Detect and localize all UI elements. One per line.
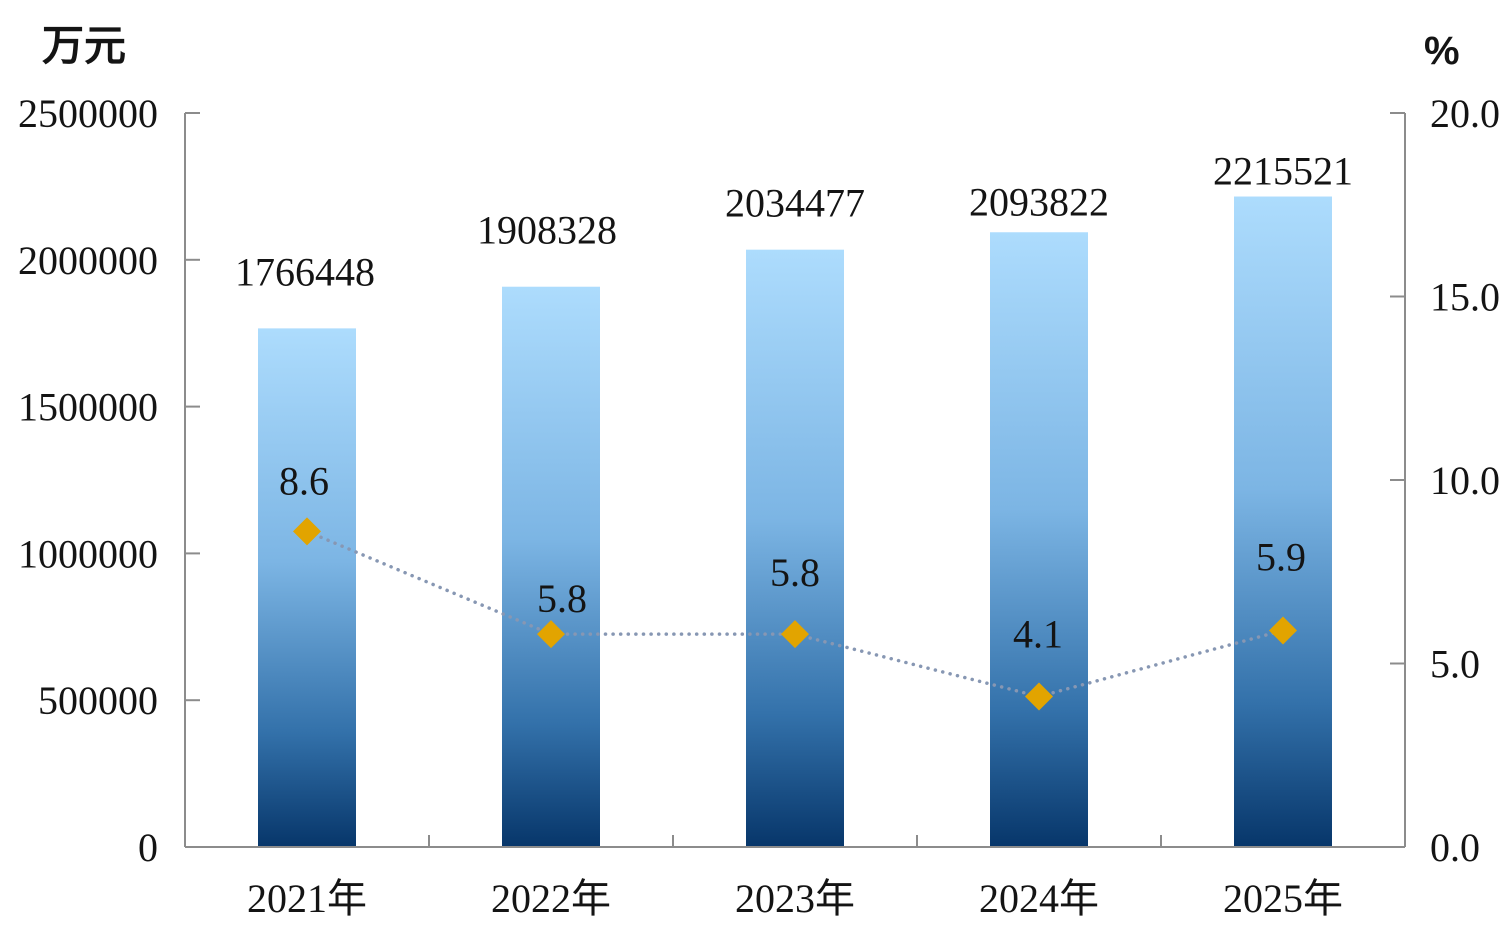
right-y-tick-label-2: 10.0 [1430, 458, 1500, 503]
growth-value-label-3: 5.8 [770, 550, 820, 595]
x-tick-label-4: 2024年 [979, 876, 1099, 921]
x-tick-label-5: 2025年 [1223, 876, 1343, 921]
axes [184, 112, 1406, 848]
x-tick-label-3: 2023年 [735, 876, 855, 921]
right-y-tick-label-4: 20.0 [1430, 91, 1500, 136]
left-y-tick-label-2: 1000000 [18, 531, 158, 576]
tick-labels: 0 500000 1000000 1500000 2000000 2500000 0.0 5.… [18, 91, 1500, 921]
growth-value-label-5: 5.9 [1256, 534, 1306, 579]
bar-series [258, 196, 1332, 848]
growth-marker-1 [293, 517, 321, 546]
bar-value-label-2: 1908328 [477, 208, 617, 253]
bar-3 [746, 249, 844, 847]
bar-value-label-4: 2093822 [969, 179, 1109, 224]
bar-2 [502, 286, 600, 847]
growth-value-label-1: 8.6 [279, 458, 329, 503]
bar-value-label-5: 2215521 [1213, 149, 1353, 194]
growth-marker-3 [781, 620, 809, 649]
bar-value-label-3: 2034477 [725, 181, 865, 226]
growth-rate-series [293, 517, 1297, 711]
bar-1 [258, 328, 356, 848]
bar-4 [990, 232, 1088, 848]
left-y-tick-label-0: 0 [138, 825, 158, 870]
right-y-tick-label-1: 5.0 [1430, 642, 1480, 687]
growth-value-label-2: 5.8 [537, 576, 587, 621]
growth-value-label-4: 4.1 [1013, 612, 1063, 657]
left-y-tick-label-5: 2500000 [18, 91, 158, 136]
growth-marker-2 [537, 620, 565, 649]
right-axis-unit-label: % [1424, 29, 1460, 73]
bar-5 [1234, 196, 1332, 847]
data-labels: 1766448 1908328 2034477 2093822 2215521 8.6 5.… [235, 149, 1353, 657]
bar-value-label-1: 1766448 [235, 249, 375, 294]
left-y-tick-label-3: 1500000 [18, 385, 158, 430]
right-y-tick-label-3: 15.0 [1430, 275, 1500, 320]
growth-marker-4 [1025, 682, 1053, 711]
x-tick-label-2: 2022年 [491, 876, 611, 921]
left-y-tick-label-4: 2000000 [18, 238, 158, 283]
left-axis-unit-label: 万元 [42, 22, 126, 69]
right-y-tick-label-0: 0.0 [1430, 825, 1480, 870]
growth-marker-5 [1269, 616, 1297, 645]
left-y-tick-label-1: 500000 [38, 678, 158, 723]
x-tick-label-1: 2021年 [247, 876, 367, 921]
